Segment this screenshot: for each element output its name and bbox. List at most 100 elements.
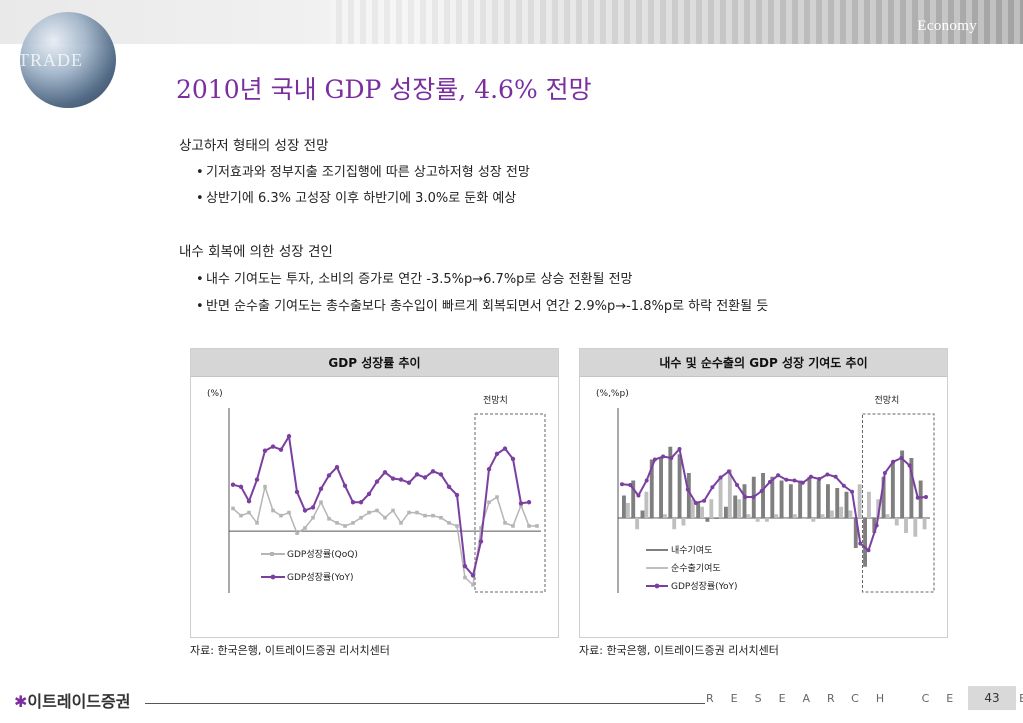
footer-divider <box>145 703 705 704</box>
bar-domestic <box>853 518 858 548</box>
bar-domestic <box>835 488 840 518</box>
bar-domestic <box>724 506 728 518</box>
bar-domestic <box>900 450 905 518</box>
bar-domestic <box>816 480 821 518</box>
bar-net-export <box>894 518 899 526</box>
data-point <box>302 508 308 513</box>
bar-net-export <box>644 491 649 518</box>
bar-net-export <box>792 514 797 518</box>
research-center-label: RESEARCH CENTER <box>706 692 1023 705</box>
bar-domestic <box>761 473 765 518</box>
bar-net-export <box>876 499 881 518</box>
bar-domestic <box>863 518 867 567</box>
bar-net-export <box>700 506 704 518</box>
bar-domestic <box>742 484 747 518</box>
bar-net-export <box>904 518 908 533</box>
bar-net-export <box>709 499 714 518</box>
legend-label: 내수기여도 <box>671 544 712 556</box>
data-point <box>359 515 363 520</box>
data-point <box>422 475 428 480</box>
data-point <box>366 491 372 497</box>
data-point <box>882 471 887 475</box>
bar-domestic <box>640 510 645 518</box>
bullet-text: 반면 순수출 기여도는 총수출보다 총수입이 빠르게 회복되면서 연간 2.9%… <box>206 299 769 314</box>
bar-net-export <box>829 510 834 518</box>
bar-net-export <box>913 518 918 537</box>
data-point <box>718 475 723 480</box>
data-point <box>343 524 347 528</box>
bar-domestic <box>686 473 691 518</box>
bar-net-export <box>774 514 779 518</box>
footer-company-logo: ✱이트레이드증권 <box>14 688 130 712</box>
section-label: Economy <box>917 18 977 34</box>
data-point <box>479 526 483 530</box>
data-point <box>841 483 846 488</box>
legend-marker <box>270 552 274 556</box>
legend-label: GDP성장률(YoY) <box>287 572 354 583</box>
data-point <box>463 575 467 580</box>
bar-net-export <box>922 518 927 530</box>
data-point <box>735 483 740 487</box>
data-point <box>382 470 388 475</box>
data-point <box>255 521 259 525</box>
data-point <box>279 513 283 518</box>
legend-label: GDP성장률(QoQ) <box>287 549 358 560</box>
bar-net-export <box>727 469 732 518</box>
bullet-text: 기저효과와 정부지출 조기집행에 따른 상고하저형 성장 전망 <box>206 165 530 180</box>
legend-label: GDP성장률(YoY) <box>671 581 738 592</box>
data-point <box>710 485 715 490</box>
bar-net-export <box>746 514 751 518</box>
section-heading-2: 내수 회복에 의한 성장 견인 <box>179 244 333 260</box>
bullet-2-2: • 반면 순수출 기여도는 총수출보다 총수입이 빠르게 회복되면서 연간 2.9… <box>196 299 769 314</box>
data-point <box>907 463 912 468</box>
data-point <box>367 510 371 515</box>
bar-net-export <box>755 518 760 522</box>
data-point <box>431 513 435 518</box>
data-point <box>391 508 395 513</box>
data-point <box>899 456 904 460</box>
data-point <box>383 515 387 520</box>
data-point <box>502 446 508 451</box>
data-point <box>510 456 516 462</box>
chart-panel-gdp-growth: GDP 성장률 추이 (%) 전망치 GDP성장률(QoQ) GDP성장률(YoY) <box>190 348 559 638</box>
forecast-box <box>474 413 546 593</box>
data-point <box>238 484 244 489</box>
bar-domestic <box>826 484 830 518</box>
bar-net-export <box>783 518 788 519</box>
data-point <box>661 454 666 459</box>
data-point <box>669 456 674 460</box>
bar-net-export <box>635 518 640 530</box>
data-point <box>915 495 920 500</box>
bar-net-export <box>737 499 742 518</box>
data-point <box>454 492 460 498</box>
bar-net-export <box>625 503 630 518</box>
data-point <box>398 477 404 482</box>
data-point <box>390 476 396 481</box>
bar-net-export <box>681 518 686 526</box>
bullet-text: 내수 기여도는 투자, 소비의 증가로 연간 -3.5%p→6.7%p로 상승 … <box>206 272 633 287</box>
data-point <box>652 457 657 462</box>
forecast-label: 전망치 <box>483 394 508 406</box>
bar-domestic <box>779 480 784 518</box>
section-heading-1: 상고하저 형태의 성장 전망 <box>179 138 329 154</box>
chart-panel-contribution: 내수 및 순수출의 GDP 성장 기여도 추이 (%,%p) 전망치 내수기여도 순수… <box>579 348 948 638</box>
data-point <box>414 472 420 477</box>
data-point <box>817 477 822 481</box>
data-point <box>526 500 532 505</box>
data-point <box>808 474 813 479</box>
bar-domestic <box>844 491 849 518</box>
data-point <box>471 582 475 587</box>
data-point <box>350 500 356 505</box>
page-title: 2010년 국내 GDP 성장률, 4.6% 전망 <box>176 75 592 104</box>
bar-net-export <box>820 514 825 518</box>
chart-source: 자료: 한국은행, 이트레이드증권 리서치센터 <box>579 644 779 657</box>
data-point <box>399 521 403 525</box>
data-point <box>254 477 260 482</box>
data-point <box>303 526 307 530</box>
bar-domestic <box>659 458 663 518</box>
data-point <box>751 495 756 499</box>
bar-domestic <box>714 518 719 519</box>
data-point <box>407 510 411 515</box>
bar-domestic <box>733 495 738 518</box>
